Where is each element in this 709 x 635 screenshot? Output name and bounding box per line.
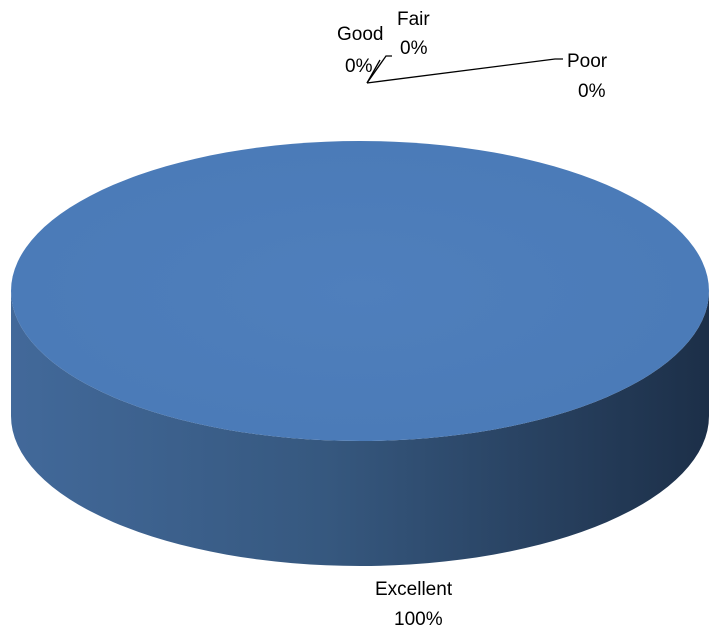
label-good-name: Good	[337, 24, 383, 45]
label-poor-name: Poor	[567, 51, 608, 72]
leader-lines	[366, 55, 563, 84]
leader-line-poor	[366, 58, 563, 84]
leader-line-good	[366, 55, 392, 84]
label-good-value: 0%	[345, 56, 373, 77]
leader-line-fair	[366, 59, 381, 84]
pie-slice-excellent	[11, 141, 709, 441]
pie-3d-body	[11, 141, 709, 566]
data-labels: Good 0% Fair 0% Poor 0% Excellent 100%	[337, 9, 608, 630]
label-poor-value: 0%	[578, 81, 606, 102]
pie-side-wall	[11, 291, 709, 566]
label-fair-value: 0%	[400, 38, 428, 59]
label-excellent-value: 100%	[394, 609, 443, 630]
label-excellent-name: Excellent	[375, 579, 453, 600]
label-fair-name: Fair	[397, 9, 430, 30]
